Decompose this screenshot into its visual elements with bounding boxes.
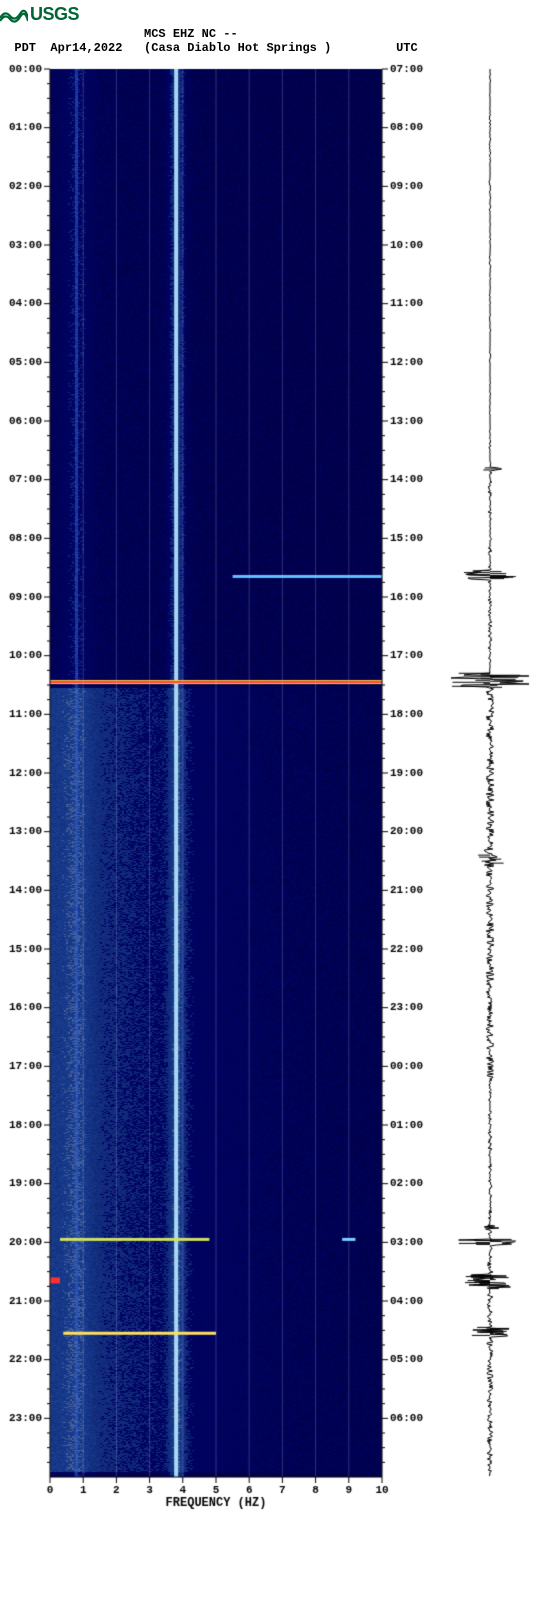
plot-area	[0, 61, 552, 1531]
plot-header: MCS EHZ NC -- PDT Apr14,2022 (Casa Diabl…	[0, 27, 552, 55]
logo-text: USGS	[30, 4, 79, 25]
usgs-logo: USGS	[0, 0, 552, 27]
wave-icon	[0, 6, 28, 24]
header-line1: MCS EHZ NC --	[0, 27, 238, 41]
header-line2: PDT Apr14,2022 (Casa Diablo Hot Springs …	[0, 41, 418, 55]
spectrogram-canvas	[0, 61, 552, 1531]
